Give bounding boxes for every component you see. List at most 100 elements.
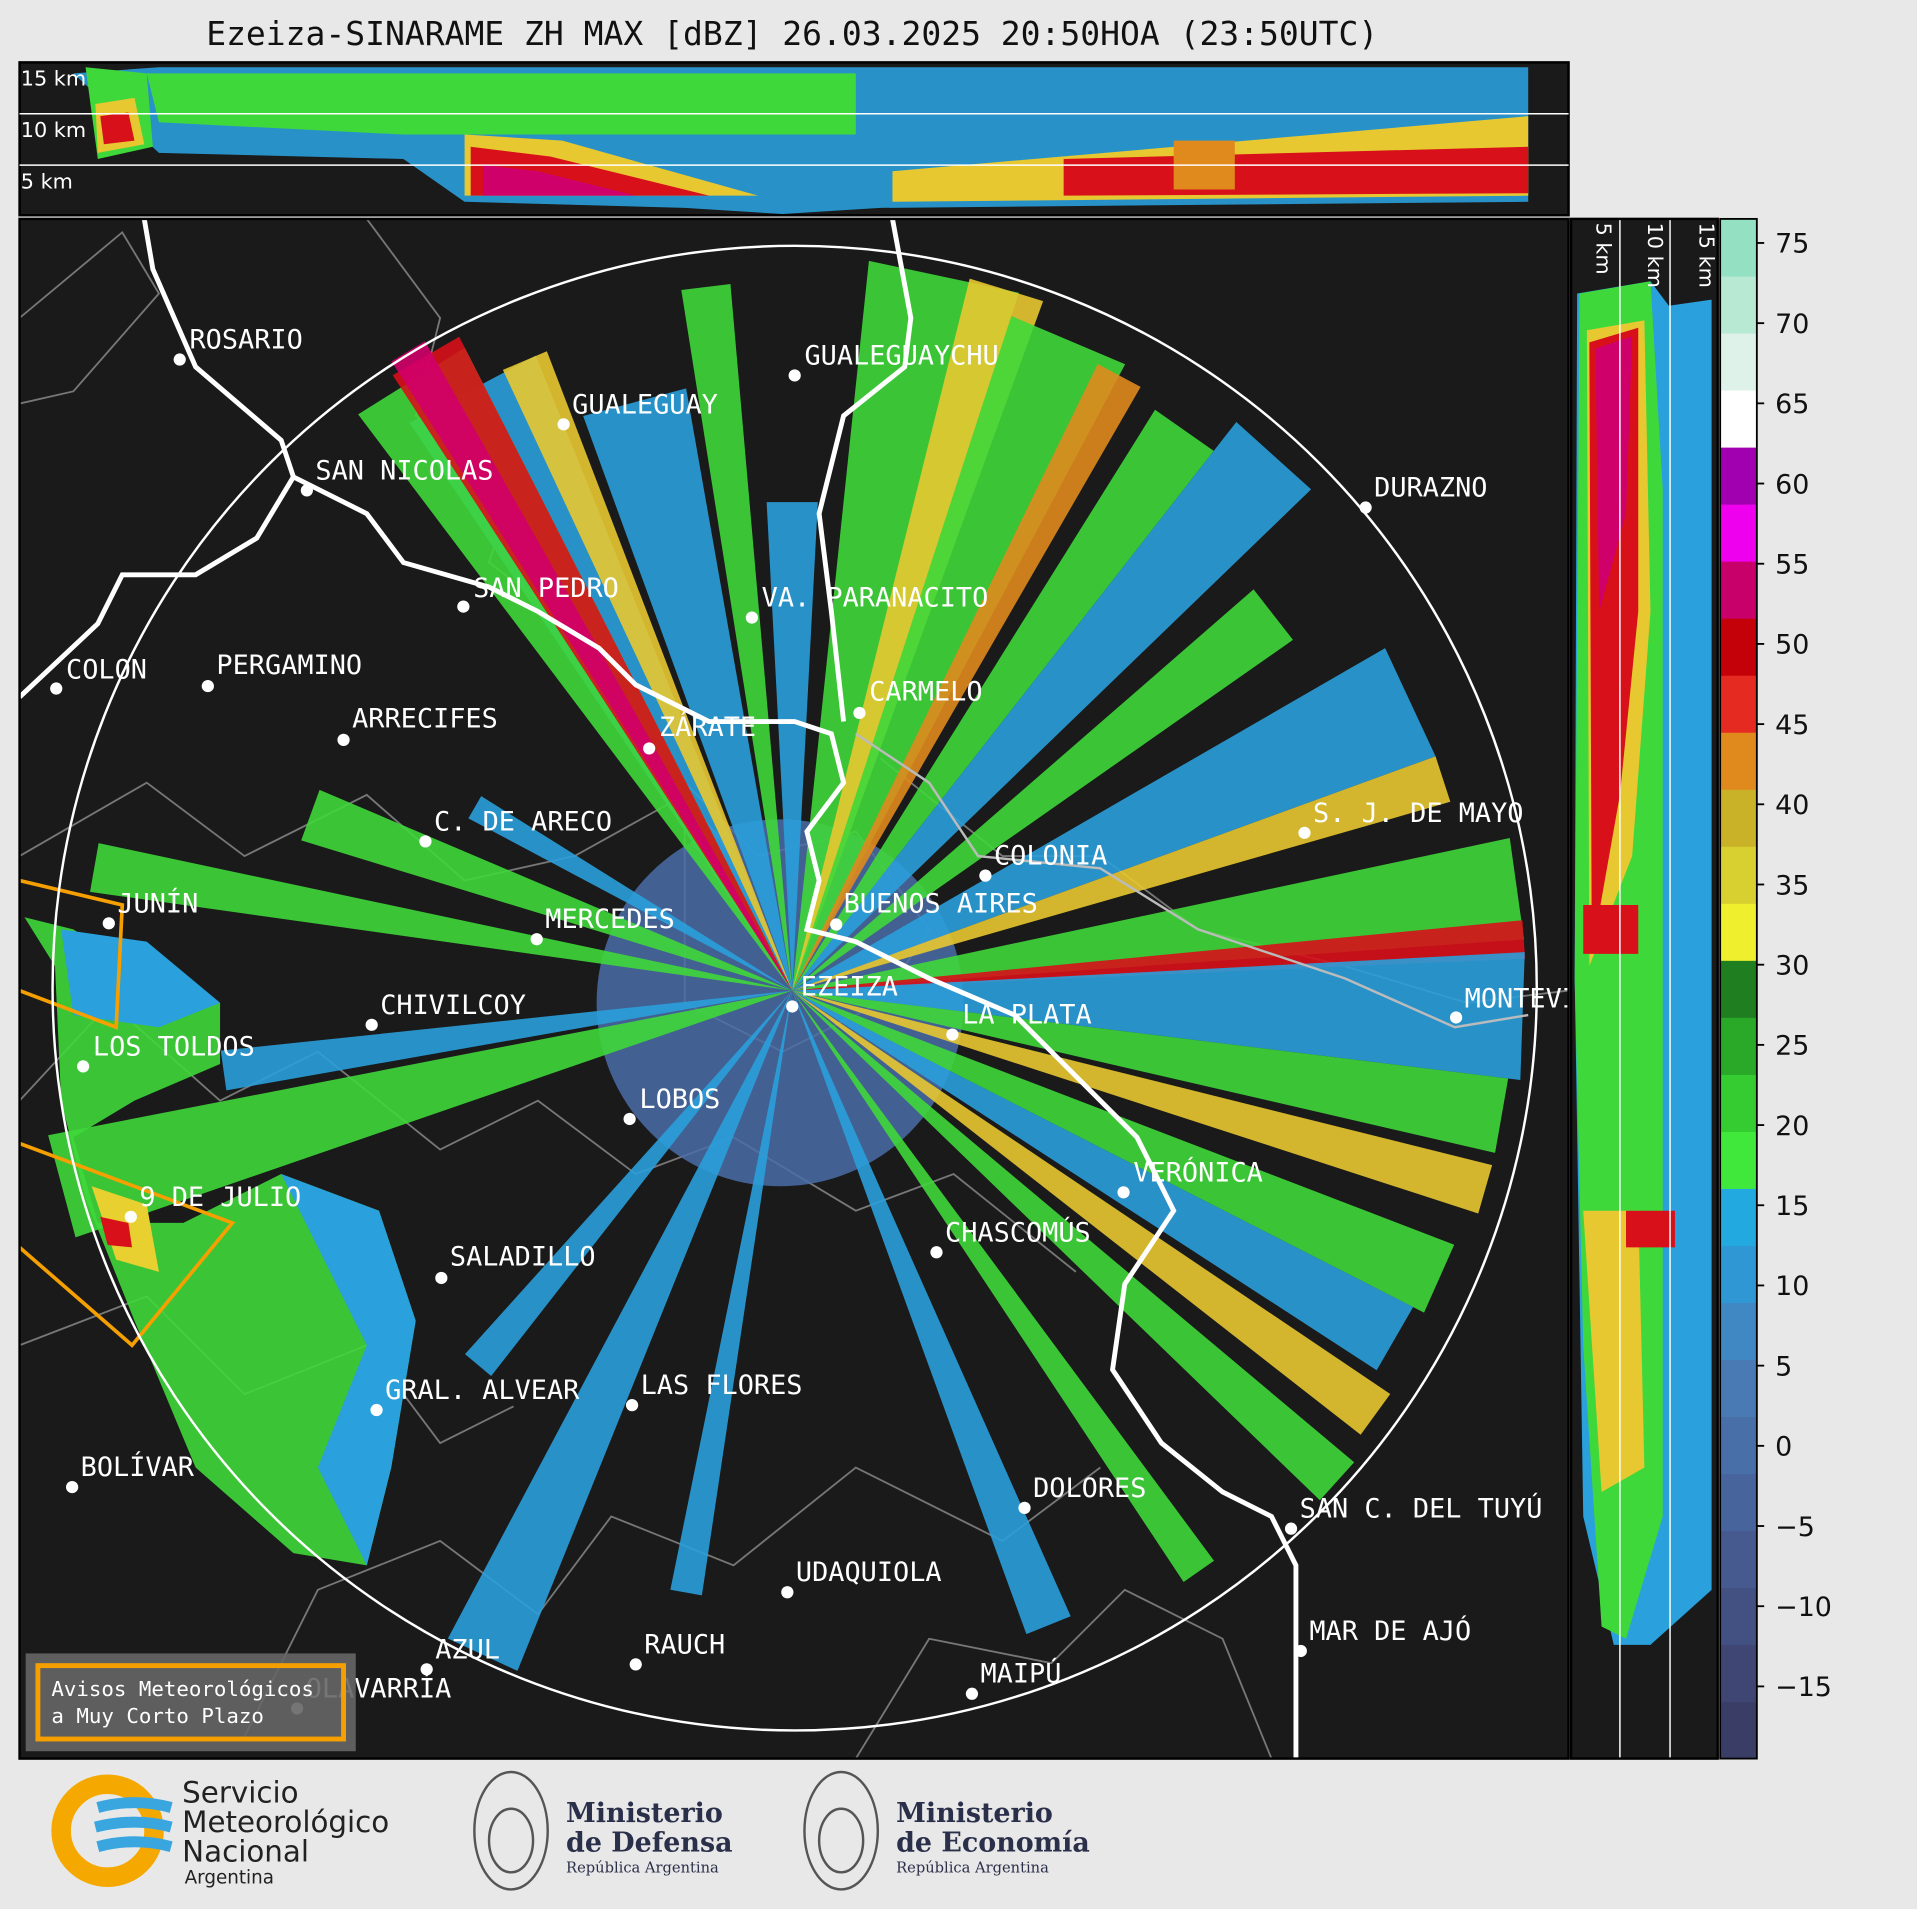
city-label: ZÁRATE [659, 711, 756, 743]
colorbar-segment [1720, 960, 1757, 1018]
colorbar-tick-label: 25 [1775, 1031, 1809, 1062]
city-dot [300, 484, 313, 497]
radar-ray [792, 422, 1312, 991]
city-dot [66, 1480, 79, 1494]
height-label: 15 km [21, 67, 86, 91]
city-dot [786, 1000, 799, 1013]
colorbar-segment [1720, 1245, 1757, 1303]
colorbar-segment [1720, 1131, 1757, 1189]
colorbar-segment [1720, 332, 1757, 391]
city-label: SAN NICOLAS [315, 455, 493, 486]
city-label: LAS FLORES [641, 1370, 803, 1401]
city-label: MERCEDES [545, 904, 675, 935]
radar-ray [48, 990, 793, 1238]
city-dot [457, 600, 470, 613]
colorbar-tick-label: 35 [1775, 870, 1809, 901]
city-label: LA PLATA [962, 1000, 1092, 1031]
height-label: 5 km [1592, 223, 1616, 275]
city-label: SALADILLO [450, 1242, 596, 1273]
city-label: CARMELO [869, 677, 982, 708]
radar-ray [792, 990, 1391, 1435]
colorbar-segment [1720, 1188, 1757, 1246]
radar-ray [792, 838, 1524, 991]
city-dot [419, 835, 432, 848]
radar-ray [502, 351, 793, 991]
colorbar-tick-label: 30 [1775, 950, 1809, 981]
city-label: C. DE ARECO [434, 806, 612, 837]
height-label: 5 km [21, 169, 73, 193]
colorbar-segment [1720, 1530, 1757, 1589]
radar-ray [792, 990, 1215, 1583]
radar-ray [468, 796, 793, 991]
city-label: EZEIZA [801, 971, 898, 1002]
radar-ray [681, 283, 793, 991]
warning-text: Avisos Meteorológicos [51, 1677, 314, 1701]
city-dot [1018, 1501, 1031, 1514]
top-cross-section [19, 62, 1569, 216]
city-dot [1359, 501, 1372, 514]
city-label: UDAQUIOLA [796, 1557, 942, 1588]
radar-ray [766, 502, 818, 991]
logo-text: de Defensa [566, 1828, 732, 1859]
city-dot [623, 1112, 636, 1126]
top-frame [18, 61, 1570, 217]
city-label: CHASCOMÚS [945, 1216, 1091, 1248]
colorbar-tick-label: 20 [1775, 1111, 1809, 1142]
city-dot [930, 1246, 943, 1259]
colorbar-tick-label: 55 [1775, 550, 1809, 581]
right-frame [1569, 217, 1719, 1760]
colorbar-tick-label: 65 [1775, 389, 1809, 420]
city-label: GUALEGUAYCHU [804, 340, 998, 371]
city-label: GUALEGUAY [572, 389, 718, 420]
title: Ezeiza-SINARAME ZH MAX [dBZ] 26.03.2025 … [206, 14, 1378, 53]
colorbar-segment [1720, 447, 1757, 505]
city-dot [1294, 1644, 1307, 1658]
city-dot [530, 933, 543, 946]
smn-logo: Servicio Meteorológico Nacional Argentin… [51, 1774, 389, 1888]
city-dot [337, 733, 350, 746]
radar-ray [792, 990, 1509, 1153]
logo-text: de Economía [896, 1828, 1090, 1859]
colorbar-tick-label: 15 [1775, 1191, 1809, 1222]
colorbar-segment [1720, 389, 1757, 448]
colorbar-segment [1720, 903, 1757, 961]
city-label: PERGAMINO [216, 650, 362, 681]
city-dot [830, 918, 843, 931]
radar-ray [220, 990, 793, 1091]
radar-ray [670, 990, 793, 1596]
city-label: LOBOS [639, 1084, 720, 1115]
warning-text: a Muy Corto Plazo [51, 1704, 264, 1728]
logo-text: Nacional [182, 1834, 309, 1868]
radar-ray [792, 589, 1293, 991]
colorbar-segment [1720, 1074, 1757, 1132]
city-dot [745, 611, 758, 624]
radar-ray [358, 347, 793, 991]
radar-ray [792, 920, 1526, 991]
colorbar-segment [1720, 1302, 1757, 1361]
city-label: MAR DE AJÓ [1309, 1615, 1471, 1647]
city-dot [625, 1399, 639, 1412]
warning-box[interactable] [35, 1663, 346, 1742]
city-dot [979, 869, 992, 882]
colorbar-segment [1720, 1701, 1757, 1760]
city-dot [50, 682, 63, 695]
city-label: SAN PEDRO [473, 573, 619, 604]
city-dot [557, 418, 570, 431]
colorbar-tick-label: 40 [1775, 790, 1809, 821]
border [855, 732, 1529, 1029]
radar-ray [792, 648, 1436, 991]
city-dot [102, 917, 115, 930]
city-label: MONTEVIDEO [1465, 984, 1627, 1015]
colorbar-segment [1720, 1587, 1757, 1646]
city-dot [1449, 1011, 1463, 1024]
warning-box-bg[interactable] [25, 1653, 356, 1752]
city-label: SAN C. DEL TUYÚ [1300, 1493, 1543, 1525]
logo-text: Ministerio [896, 1798, 1053, 1829]
city-label: MAIPÚ [981, 1658, 1062, 1690]
city-dot [173, 353, 186, 366]
radar-ray [792, 756, 1451, 991]
colorbar-segment [1720, 504, 1757, 562]
colorbar-segment [1720, 618, 1757, 676]
city-dot [365, 1018, 378, 1031]
city-label: RAUCH [644, 1629, 725, 1660]
